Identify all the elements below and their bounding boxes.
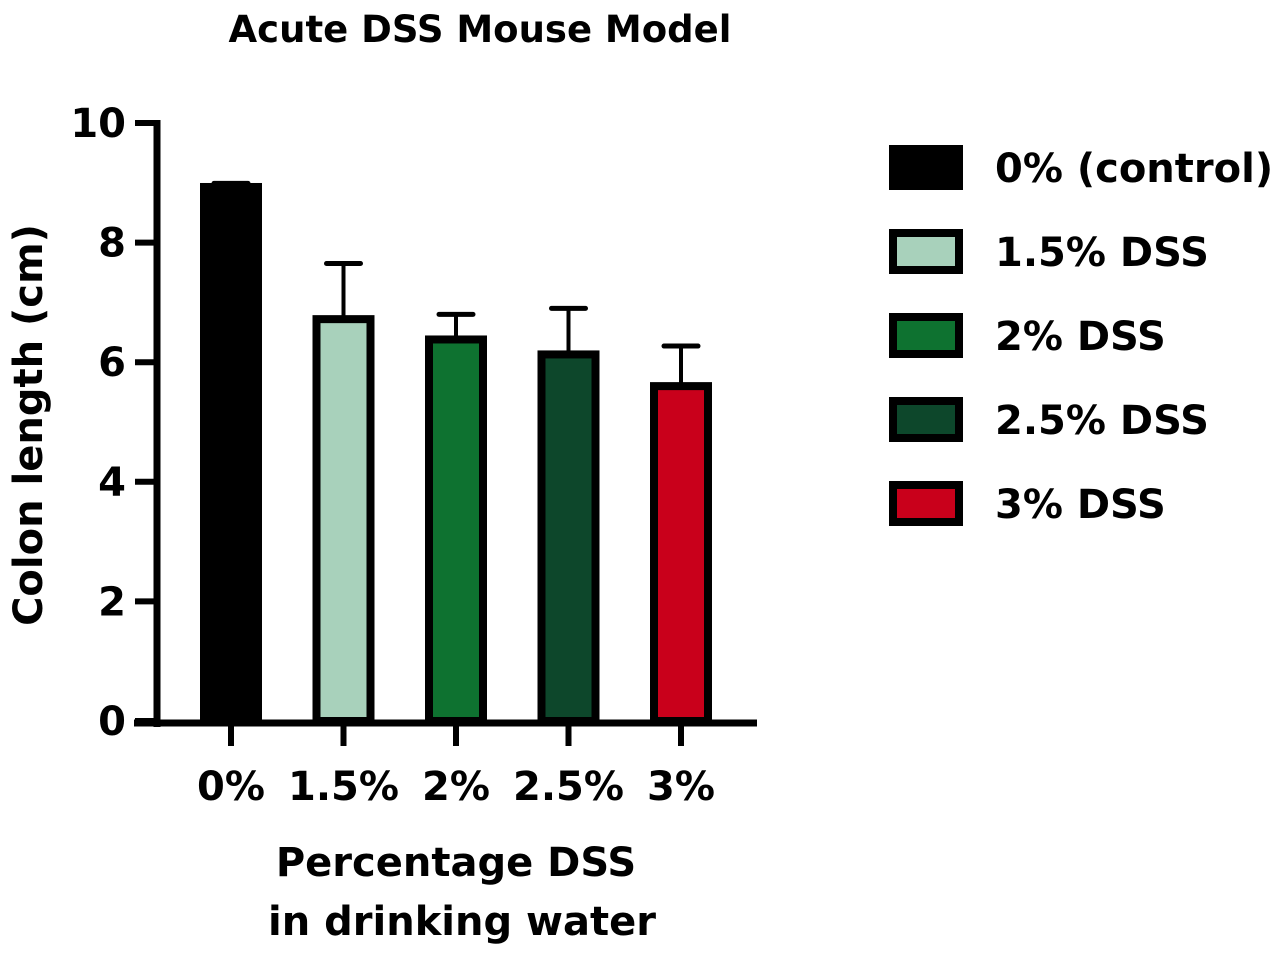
x-tick-label: 3% [647,764,715,810]
legend-swatch [889,229,963,274]
chart-title: Acute DSS Mouse Model [229,8,732,51]
legend-label: 0% (control) [995,146,1273,192]
bar [537,350,600,725]
legend-label: 3% DSS [995,482,1166,528]
y-tick-label: 10 [70,101,126,147]
x-tick-label: 1.5% [288,764,399,810]
bar [200,182,262,725]
legend-label: 2% DSS [995,314,1166,360]
y-tick-label: 8 [98,221,126,267]
legend-swatch [889,397,963,442]
y-axis-label: Colon length (cm) [6,224,52,626]
bar [650,382,712,725]
y-tick-label: 6 [98,340,126,386]
legend-label: 2.5% DSS [995,398,1209,444]
y-tick-label: 2 [98,579,126,625]
x-tick-label: 0% [197,764,265,810]
legend-label: 1.5% DSS [995,230,1209,276]
x-tick-label: 2% [422,764,490,810]
y-tick-label: 4 [98,460,126,506]
x-axis-label-line1: Percentage DSS [276,840,636,886]
x-tick-label: 2.5% [513,764,624,810]
legend-swatch [889,145,963,190]
y-tick-label: 0 [98,699,126,745]
x-axis-label-line2: in drinking water [268,899,656,945]
bar [425,335,487,725]
legend-swatch [889,313,963,358]
legend-swatch [889,481,963,526]
bar [312,315,375,725]
